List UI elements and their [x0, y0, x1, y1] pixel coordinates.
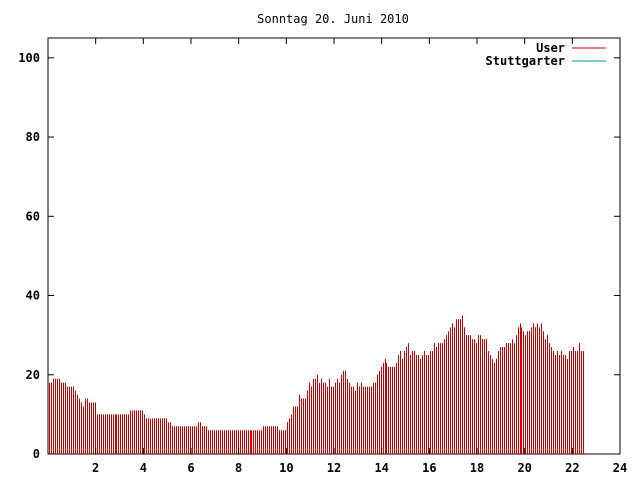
legend-label-user: User	[536, 41, 565, 55]
x-tick-label: 4	[140, 461, 147, 475]
x-tick-label: 2	[92, 461, 99, 475]
y-tick-label: 0	[33, 447, 40, 461]
y-tick-label: 40	[26, 289, 40, 303]
y-tick-label: 100	[18, 51, 40, 65]
x-tick-label: 24	[613, 461, 627, 475]
x-tick-label: 8	[235, 461, 242, 475]
x-tick-label: 22	[565, 461, 579, 475]
y-tick-label: 60	[26, 209, 40, 223]
x-tick-label: 18	[470, 461, 484, 475]
x-tick-label: 16	[422, 461, 436, 475]
legend: User Stuttgarter	[486, 41, 606, 68]
y-tick-label: 20	[26, 368, 40, 382]
bar-series-user	[49, 315, 584, 454]
x-tick-label: 6	[187, 461, 194, 475]
legend-label-stuttgarter: Stuttgarter	[486, 54, 565, 68]
chart-title: Sonntag 20. Juni 2010	[257, 12, 409, 26]
x-tick-label: 12	[327, 461, 341, 475]
x-tick-label: 14	[374, 461, 388, 475]
y-tick-label: 80	[26, 130, 40, 144]
x-tick-label: 20	[517, 461, 531, 475]
x-tick-label: 10	[279, 461, 293, 475]
